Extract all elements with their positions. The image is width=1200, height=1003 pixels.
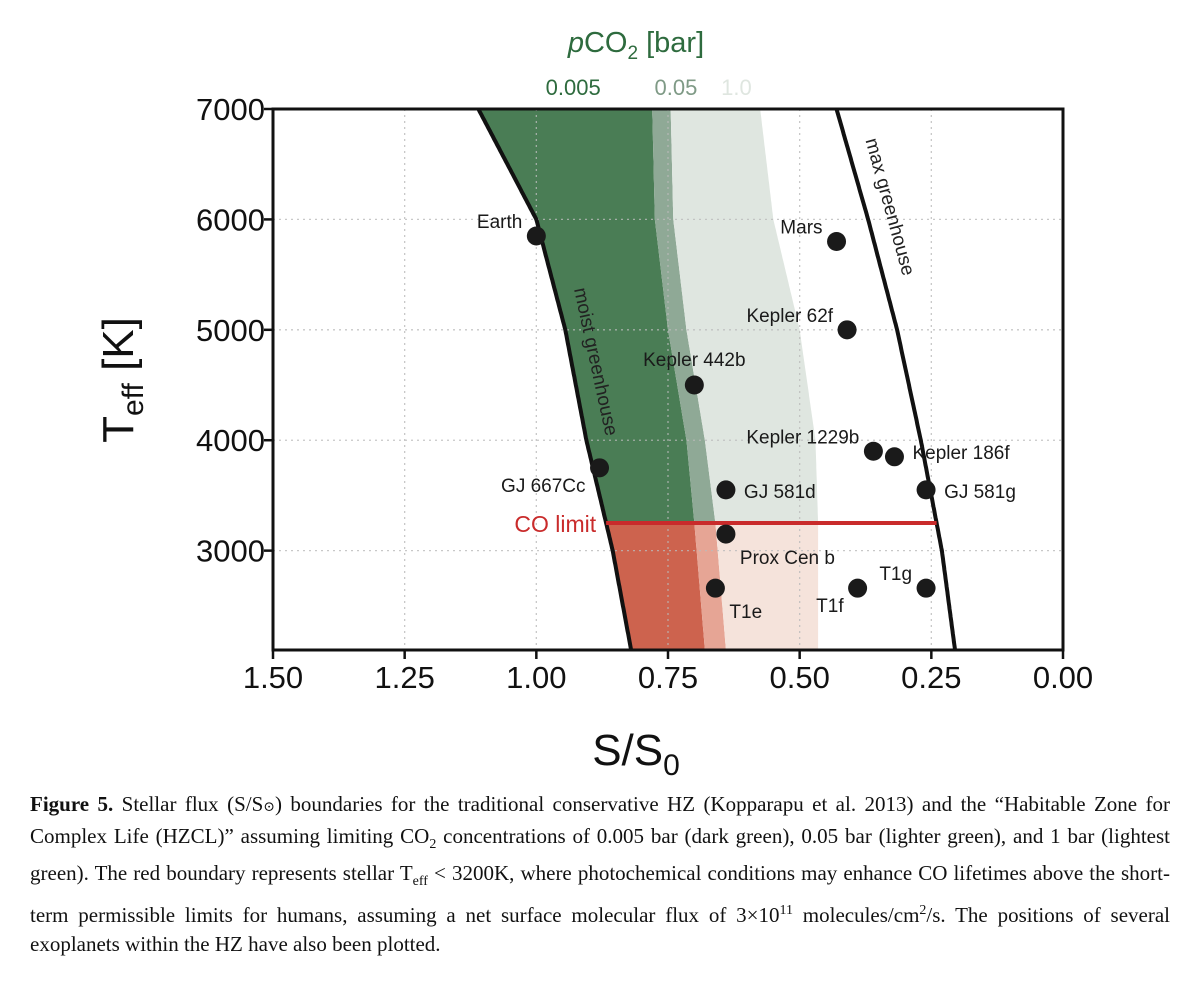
planet-marker bbox=[827, 231, 847, 251]
y-axis-label: Teff [K] bbox=[94, 317, 150, 443]
red-band-1.0 bbox=[715, 523, 819, 650]
max-greenhouse-label: max greenhouse bbox=[861, 136, 919, 278]
caption-text-3: concentrations of 0.005 bar (dark green)… bbox=[30, 824, 1171, 886]
x-tick-label: 0.50 bbox=[769, 660, 829, 695]
axes: 1.50 1.25 1.00 0.75 0.50 0.25 0.00 7000 6000 5000… bbox=[196, 92, 1093, 695]
y-tick-label: 7000 bbox=[196, 92, 265, 127]
x-tick-label: 1.00 bbox=[506, 660, 566, 695]
planet-label: GJ 581d bbox=[744, 482, 816, 503]
planet-marker bbox=[705, 578, 725, 598]
chart-title: pCO2 [bar] bbox=[567, 27, 704, 64]
pco2-level-labels: 0.005 0.05 1.0 bbox=[546, 75, 752, 100]
y-tick-label: 5000 bbox=[196, 313, 265, 348]
planet-label: Kepler 442b bbox=[643, 350, 745, 371]
caption-exponent: 11 bbox=[779, 903, 793, 919]
planet-label: Earth bbox=[477, 212, 522, 233]
caption-co2-sub: 2 bbox=[429, 837, 437, 853]
planet-label: Kepler 186f bbox=[912, 443, 1010, 464]
x-tick-label: 0.00 bbox=[1033, 660, 1093, 695]
planet-marker bbox=[526, 226, 546, 246]
x-tick-label: 0.75 bbox=[638, 660, 698, 695]
planet-marker bbox=[863, 441, 883, 461]
planet-label: T1e bbox=[729, 602, 762, 623]
max-greenhouse-curve bbox=[834, 108, 957, 651]
x-tick-label: 0.25 bbox=[901, 660, 961, 695]
figure-caption: Figure 5. Stellar flux (S/S⊙) boundaries… bbox=[30, 790, 1170, 959]
caption-text-1: Stellar flux (S/S bbox=[113, 792, 264, 816]
y-tick-label: 6000 bbox=[196, 202, 265, 237]
planet-label: T1g bbox=[879, 564, 912, 585]
caption-text-2: ) boundaries for the traditional conserv… bbox=[30, 792, 1170, 848]
planet-label: Kepler 1229b bbox=[746, 427, 859, 448]
planet-marker bbox=[590, 458, 610, 478]
planet-label: Mars bbox=[780, 217, 822, 238]
x-tick-label: 1.50 bbox=[243, 660, 303, 695]
pco2-level-label: 1.0 bbox=[721, 75, 752, 100]
planet-marker bbox=[837, 320, 857, 340]
y-tick-label: 3000 bbox=[196, 534, 265, 569]
caption-text-6: /s. The positions of several exoplanets … bbox=[30, 903, 1170, 957]
planet-label: Kepler 62f bbox=[746, 306, 833, 327]
planet-marker bbox=[716, 480, 736, 500]
co-limit-label: CO limit bbox=[514, 511, 596, 537]
planet-markers: Earth Mars Kepler 62f Kepler 442b Kepler 122… bbox=[477, 212, 1016, 623]
green-band-0.005 bbox=[478, 109, 695, 523]
planet-label: GJ 581g bbox=[944, 482, 1016, 503]
figure-label: Figure 5. bbox=[30, 792, 114, 816]
x-tick-label: 1.25 bbox=[374, 660, 434, 695]
planet-label: GJ 667Cc bbox=[501, 476, 585, 497]
grid-lines bbox=[273, 109, 1063, 650]
caption-squared: 2 bbox=[919, 903, 927, 919]
sun-symbol: ⊙ bbox=[263, 800, 275, 815]
green-band-1.0 bbox=[670, 109, 819, 523]
planet-marker bbox=[884, 447, 904, 467]
x-axis-label: S/S0 bbox=[592, 726, 680, 782]
planet-marker bbox=[916, 480, 936, 500]
pco2-level-label: 0.05 bbox=[654, 75, 697, 100]
pco2-level-label: 0.005 bbox=[546, 75, 601, 100]
caption-teff-sub: eff bbox=[412, 874, 428, 890]
caption-text-4: < 3200K, where photochemical conditions … bbox=[30, 861, 1170, 928]
caption-text-5: molecules/cm bbox=[792, 903, 920, 928]
planet-marker bbox=[716, 524, 736, 544]
planet-marker bbox=[684, 375, 704, 395]
red-band-0.005 bbox=[606, 523, 705, 650]
planet-label: T1f bbox=[816, 596, 844, 617]
planet-marker bbox=[916, 578, 936, 598]
planet-label: Prox Cen b bbox=[740, 548, 835, 569]
planet-marker bbox=[848, 578, 868, 598]
moist-greenhouse-curve bbox=[476, 108, 634, 651]
y-tick-label: 4000 bbox=[196, 423, 265, 458]
